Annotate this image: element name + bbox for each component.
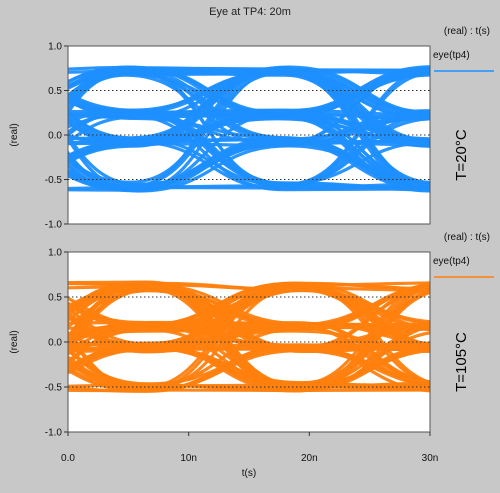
y-tick-label: -1.0: [45, 220, 63, 231]
y-tick-label: 1.0: [48, 248, 62, 259]
y-tick-label: 0.0: [48, 338, 62, 349]
x-tick-label: 20n: [301, 453, 318, 464]
eye-trace: [68, 70, 430, 140]
eye-trace: [68, 95, 430, 185]
y-tick-label: 0.0: [48, 131, 62, 142]
eye-trace: [68, 303, 430, 330]
y-tick-label: -0.5: [45, 383, 63, 394]
legend-header: (real) : t(s): [444, 26, 490, 37]
eye-trace: [68, 69, 430, 147]
series-eye(tp4)-traces: [68, 280, 430, 393]
temperature-label: T=105°C: [453, 332, 470, 392]
plot-panel-1: -1.0 -0.5 0.0 0.5 1.0 (real) (real) : t(s) eye(…: [9, 26, 494, 231]
series-eye(tp4)-traces: [68, 65, 430, 193]
y-tick-label: -1.0: [45, 428, 63, 439]
eye-trace: [68, 116, 430, 145]
y-tick-label: 1.0: [48, 42, 62, 53]
y-axis-label: (real): [9, 330, 20, 353]
eye-trace: [68, 283, 430, 328]
chart-title: Eye at TP4: 20m: [209, 6, 291, 18]
eye-trace: [68, 137, 430, 188]
eye-trace: [68, 285, 430, 393]
eye-trace: [68, 288, 430, 347]
y-axis-label: (real): [9, 123, 20, 146]
eye-trace: [68, 65, 430, 148]
eye-trace: [68, 282, 430, 388]
temperature-label: T=20°C: [453, 129, 470, 181]
eye-trace: [68, 329, 430, 354]
plot-panel-2: -1.0 -0.5 0.0 0.5 1.0 (real) (real) : t(s) eye(…: [9, 232, 494, 439]
eye-trace: [68, 324, 430, 391]
eye-trace: [68, 135, 430, 193]
eye-trace: [68, 110, 430, 190]
eye-trace: [68, 69, 430, 187]
eye-trace: [68, 68, 430, 146]
x-tick-label: 10n: [180, 453, 197, 464]
x-axis-label: t(s): [242, 468, 256, 479]
legend-entry-label: eye(tp4): [433, 256, 470, 267]
y-tick-label: 0.5: [48, 86, 62, 97]
x-tick-label: 30n: [422, 453, 439, 464]
legend-entry-label: eye(tp4): [433, 50, 470, 61]
eye-trace: [68, 111, 430, 192]
y-tick-label: 0.5: [48, 293, 62, 304]
eye-trace: [68, 65, 430, 191]
eye-trace: [68, 68, 430, 184]
eye-trace: [68, 109, 430, 145]
eye-trace: [68, 282, 430, 331]
x-axis: 0.0 10n 20n 30n t(s): [61, 432, 438, 479]
eye-trace: [68, 69, 430, 186]
legend-header: (real) : t(s): [444, 232, 490, 243]
plots-layer: -1.0 -0.5 0.0 0.5 1.0 (real) (real) : t(s) eye(…: [9, 26, 494, 439]
y-tick-label: -0.5: [45, 175, 63, 186]
eye-trace: [68, 324, 430, 348]
eye-trace: [68, 313, 430, 385]
eye-trace: [68, 290, 430, 387]
eye-trace: [68, 70, 430, 191]
x-tick-label: 0.0: [61, 453, 75, 464]
